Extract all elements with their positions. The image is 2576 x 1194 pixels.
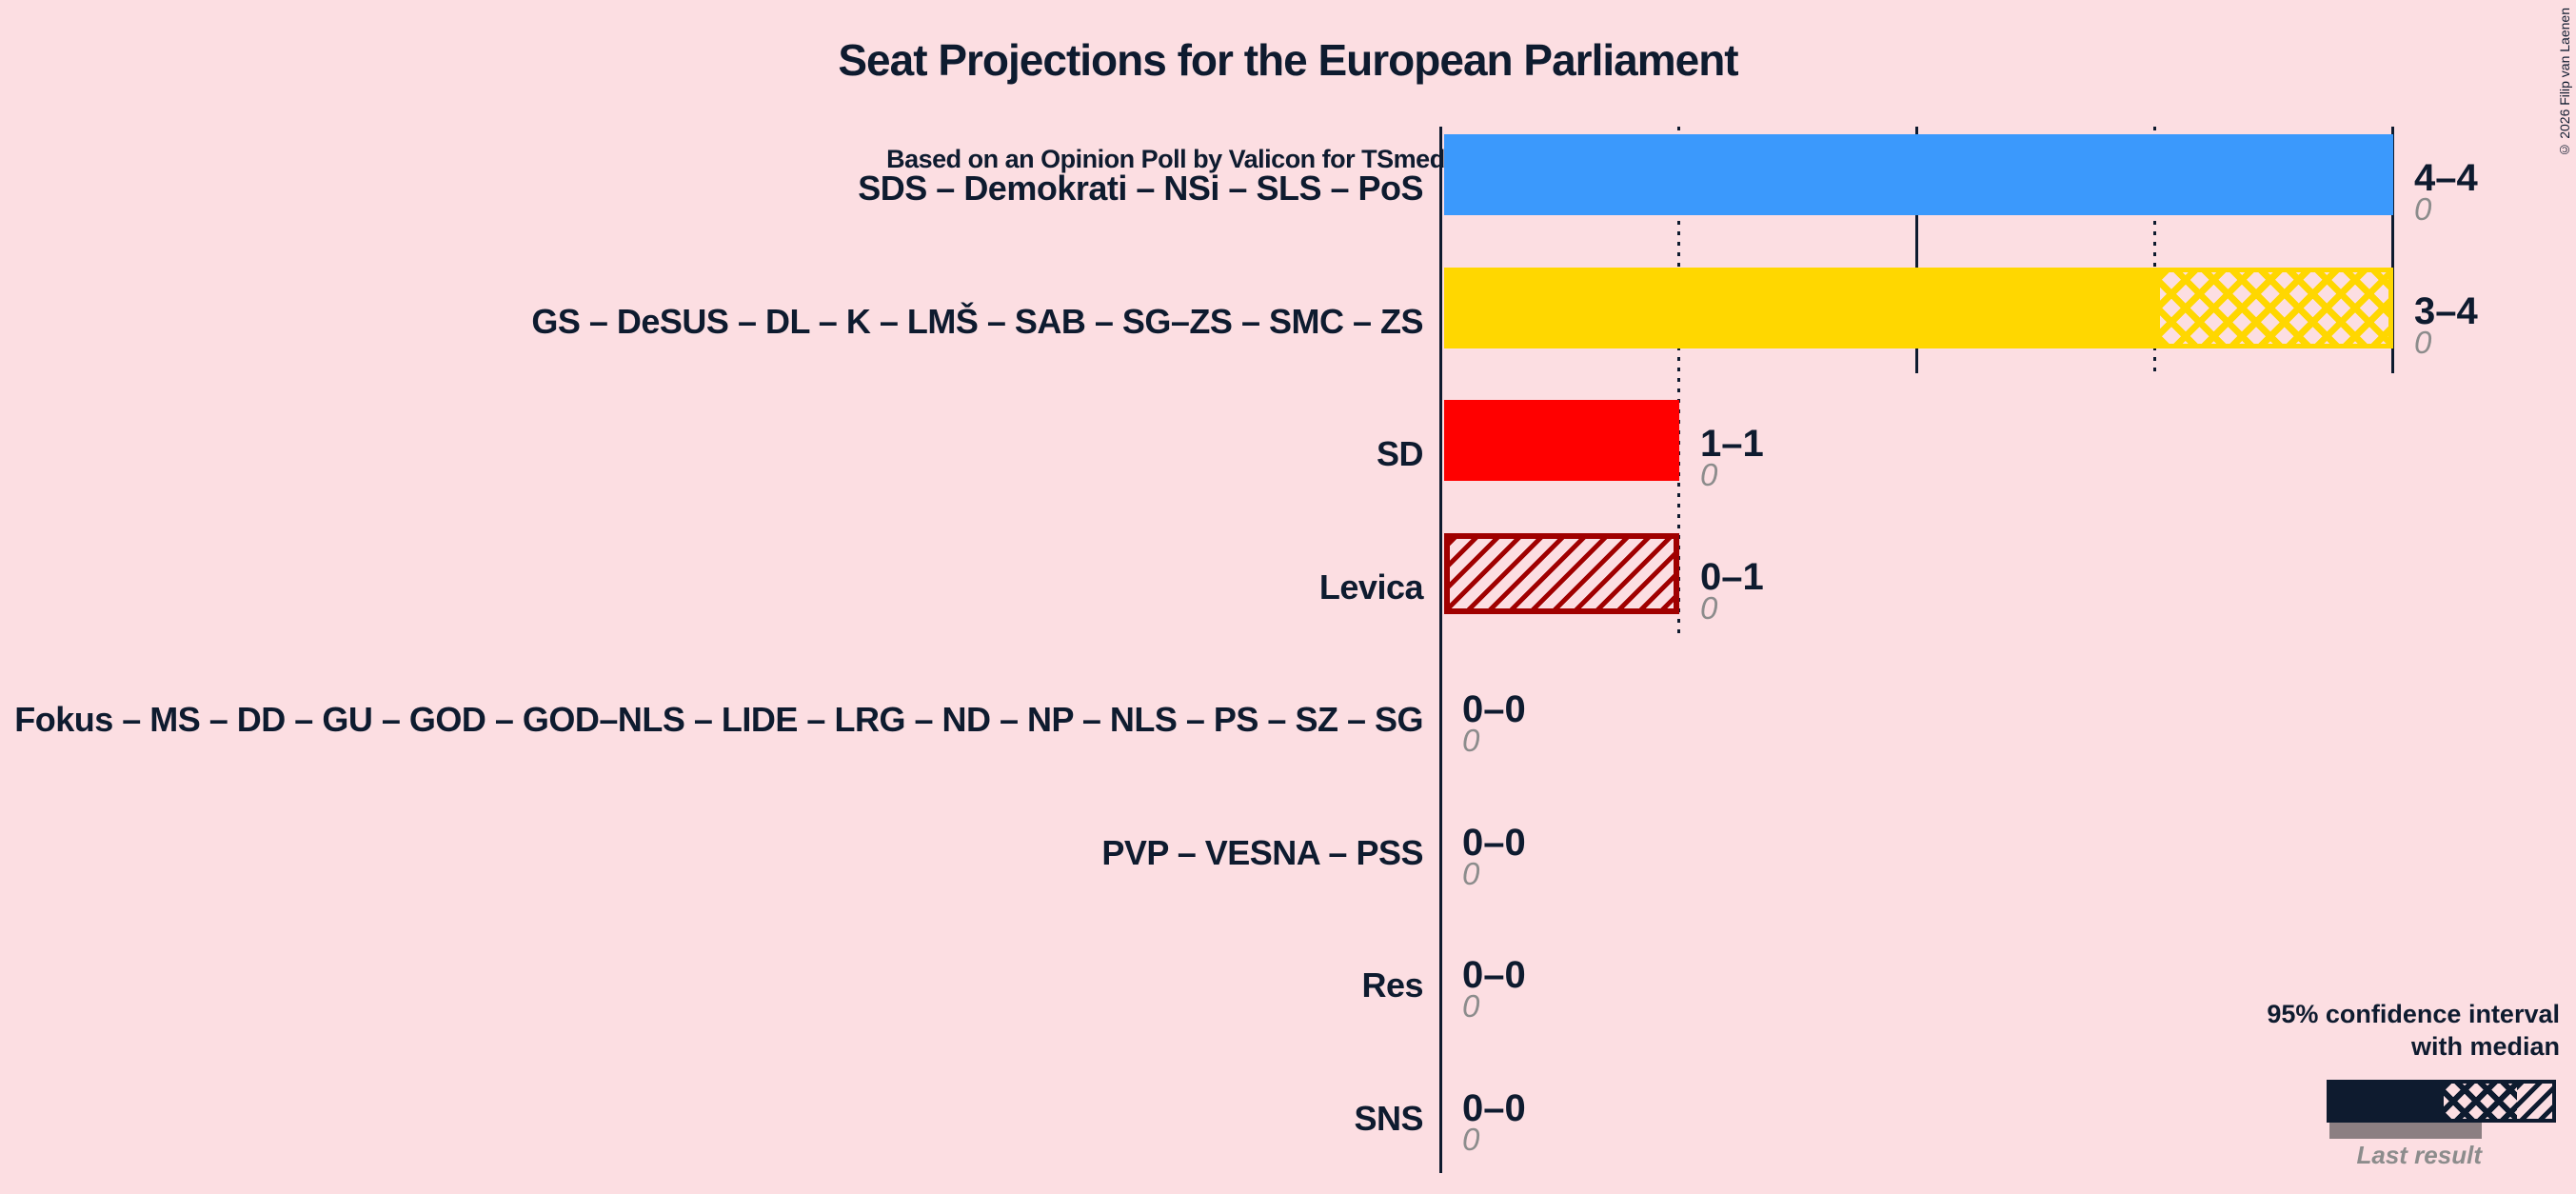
last-result-value: 0: [1462, 855, 1480, 891]
legend-diagonal-segment: [2516, 1084, 2552, 1119]
chart-row: Fokus – MS – DD – GU – GOD – GOD–NLS – L…: [0, 666, 2576, 758]
bar-solid-segment: [1444, 400, 1679, 481]
bar-crosshatch-segment: [2155, 267, 2393, 348]
legend-ci-bar: [2327, 1080, 2556, 1123]
last-result-value: 0: [1700, 589, 1718, 626]
ci-value-label: 0–1: [1700, 555, 1764, 598]
last-result-value: 0: [1462, 1121, 1480, 1157]
bar-solid-segment: [1444, 134, 2393, 215]
legend-title: 95% confidence interval with median: [2267, 998, 2560, 1063]
legend-line2: with median: [2410, 1032, 2560, 1061]
chart-row: Res 0–0 0: [0, 931, 2576, 1024]
party-label: PVP – VESNA – PSS: [1101, 832, 1423, 872]
chart-row: Levica 0–1 0: [0, 532, 2576, 625]
gridline-dotted: [2153, 127, 2156, 373]
legend-line1: 95% confidence interval: [2267, 1000, 2560, 1028]
legend-last-result-bar: [2329, 1123, 2482, 1139]
ci-value-label: 1–1: [1700, 423, 1764, 465]
chart-row: SD 1–1 0: [0, 400, 2576, 492]
bar-solid-segment: [1444, 267, 2155, 348]
y-axis-line: [1439, 127, 1442, 1173]
party-label: SD: [1376, 434, 1424, 473]
last-result-value: 0: [1462, 723, 1480, 758]
last-result-value: 0: [2414, 324, 2432, 360]
ci-value-label: 0–0: [1462, 954, 1526, 996]
chart-row: SDS – Demokrati – NSi – SLS – PoS 4–4 0: [0, 134, 2576, 227]
ci-value-label: 0–0: [1462, 1086, 1526, 1129]
last-result-value: 0: [1462, 988, 1480, 1024]
page-title: Seat Projections for the European Parlia…: [838, 35, 1738, 85]
legend-solid-segment: [2330, 1084, 2444, 1119]
ci-value-label: 0–0: [1462, 688, 1526, 730]
legend-last-result-label: Last result: [2356, 1141, 2483, 1169]
last-result-value: 0: [2414, 191, 2432, 227]
bar-diagonal-segment: [1444, 532, 1679, 614]
gridline-solid: [2391, 127, 2394, 373]
gridline-solid: [1915, 127, 1918, 373]
last-result-value: 0: [1700, 457, 1718, 492]
party-label: SNS: [1354, 1098, 1423, 1138]
party-label: Fokus – MS – DD – GU – GOD – GOD–NLS – L…: [14, 700, 1423, 739]
party-label: Res: [1361, 965, 1423, 1005]
ci-value-label: 0–0: [1462, 821, 1526, 864]
ci-value-label: 3–4: [2414, 289, 2478, 332]
party-label: Levica: [1318, 567, 1424, 607]
gridline-dotted: [1677, 127, 1680, 639]
party-label: SDS – Demokrati – NSi – SLS – PoS: [858, 169, 1423, 208]
chart-row: PVP – VESNA – PSS 0–0 0: [0, 799, 2576, 891]
party-label: GS – DeSUS – DL – K – LMŠ – SAB – SG–ZS …: [531, 301, 1423, 341]
legend-crosshatch-segment: [2443, 1084, 2517, 1119]
chart-row: SNS 0–0 0: [0, 1065, 2576, 1157]
ci-value-label: 4–4: [2414, 157, 2478, 199]
chart-row: GS – DeSUS – DL – K – LMŠ – SAB – SG–ZS …: [0, 267, 2576, 359]
